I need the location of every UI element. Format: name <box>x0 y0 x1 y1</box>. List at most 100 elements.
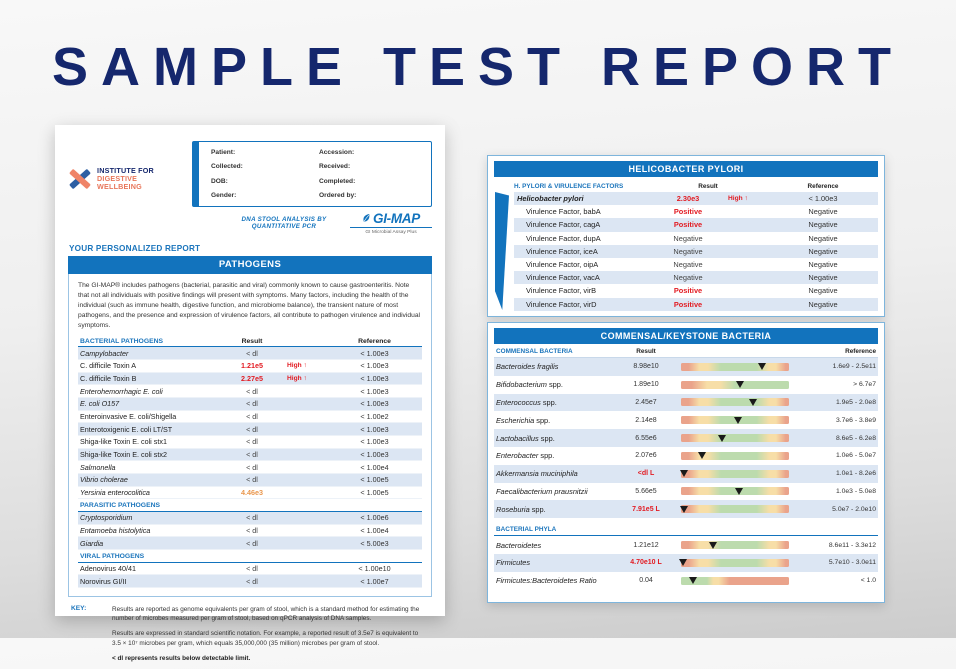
organism-genus: Enterococcus <box>496 397 541 407</box>
organism-suffix: spp. <box>540 397 557 407</box>
gimap-leaf-icon <box>363 214 370 222</box>
range-marker-icon <box>749 398 758 406</box>
pathogen-row: Enteroinvasive E. coli/Shigella < dl < 1.0… <box>78 411 422 424</box>
range-bar-wrap <box>674 541 796 550</box>
reference-value: Negative <box>808 220 838 230</box>
organism-name: Shiga-like Toxin E. coli stx1 <box>80 437 167 447</box>
range-bar-wrap <box>674 469 796 478</box>
commensal-rows: Bacteroides fragilis 8.98e10 1.6e9 - 2.5e1… <box>494 358 878 519</box>
range-bar-wrap <box>674 487 796 496</box>
patient-fields-left: Patient: Collected: DOB: Gender: <box>211 149 311 199</box>
result-value: Positive <box>673 207 703 217</box>
commensal-row: Bifidobacterium spp. 1.89e10 > 6.7e7 <box>494 376 878 394</box>
organism-genus: Bifidobacterium <box>496 380 547 390</box>
organism-genus: Bacteroidetes <box>496 540 542 550</box>
commensal-row: Faecalibacterium prausnitzii 5.66e5 1.0e3 … <box>494 483 878 501</box>
result-value: < dl <box>246 475 258 485</box>
patient-field-label: Ordered by: <box>319 191 357 199</box>
reference-value: < 1.0 <box>860 577 876 585</box>
result-value: < dl <box>246 386 258 396</box>
hpylori-row: Virulence Factor, vacA Negative Negative <box>514 271 878 285</box>
reference-value: < 1.00e3 <box>360 424 389 434</box>
result-column-header: Result <box>698 183 718 190</box>
result-value: Negative <box>673 273 703 283</box>
organism-name: Campylobacter <box>80 348 129 358</box>
organism-name: Enterotoxigenic E. coli LT/ST <box>80 424 173 434</box>
commensal-row: Bacteroidetes 1.21e12 8.6e11 - 3.3e12 <box>494 536 878 554</box>
pathogen-row: Norovirus GI/II < dl < 1.00e7 <box>78 575 422 588</box>
result-value: < dl <box>246 399 258 409</box>
result-value: <dl L <box>637 470 655 478</box>
range-bar <box>681 380 789 389</box>
reference-value: < 1.00e10 <box>358 563 391 573</box>
organism-name: E. coli O157 <box>80 399 120 409</box>
organism-name: Akkermansia muciniphila <box>496 469 618 478</box>
reference-value: < 1.00e3 <box>360 437 389 447</box>
pathogen-row: C. difficile Toxin B 2.27e5 High ↑ < 1.00e3 <box>78 372 422 386</box>
pathogen-row: Cryptosporidium < dl < 1.00e6 <box>78 511 422 525</box>
result-value: 2.14e8 <box>635 416 657 424</box>
range-marker-icon <box>736 381 745 389</box>
range-marker-icon <box>734 416 743 424</box>
hpylori-row: Virulence Factor, babA Positive Negative <box>514 205 878 218</box>
result-value: Negative <box>673 246 703 256</box>
organism-name: Virulence Factor, vacA <box>526 273 600 283</box>
result-value: 8.98e10 <box>633 363 659 371</box>
hpylori-table-header: H. PYLORI & VIRULENCE FACTORS Result Ref… <box>514 179 878 192</box>
result-column-header: Result <box>241 337 263 345</box>
range-bar-wrap <box>674 451 796 460</box>
result-value: < dl <box>246 437 258 447</box>
commensal-row: Lactobacillus spp. 6.55e6 8.6e5 - 6.2e8 <box>494 429 878 447</box>
organism-genus: Faecalibacterium prausnitzii <box>496 486 588 496</box>
range-bar <box>681 362 789 371</box>
commensal-table-header: COMMENSAL BACTERIA Result Reference <box>494 344 878 358</box>
commensal-row: Firmicutes 4.70e10 L 5.7e10 - 3.0e11 <box>494 553 878 572</box>
pathogen-row: Enterotoxigenic E. coli LT/ST < dl < 1.00e… <box>78 423 422 437</box>
commensal-panel: COMMENSAL/KEYSTONE BACTERIA COMMENSAL BA… <box>487 322 885 603</box>
range-bar-wrap <box>674 362 796 371</box>
range-marker-icon <box>680 505 689 513</box>
reference-column-header: Reference <box>358 337 391 345</box>
pathogen-group-label: VIRAL PATHOGENS <box>80 553 145 561</box>
reference-value: < 1.00e6 <box>360 513 389 523</box>
assay-row: DNA STOOL ANALYSIS BY QUANTITATIVE PCR G… <box>68 211 432 235</box>
result-value: 2.30e3 <box>676 194 700 204</box>
hpylori-row: Virulence Factor, iceA Negative Negative <box>514 244 878 258</box>
organism-name: Escherichia spp. <box>496 416 618 425</box>
hpylori-row: Virulence Factor, dupA Negative Negative <box>514 232 878 245</box>
organism-name: Yersinia enterocolitica <box>80 488 150 498</box>
organism-genus: Lactobacillus <box>496 433 539 443</box>
commensal-row: Firmicutes:Bacteroidetes Ratio 0.04 < 1.0 <box>494 572 878 590</box>
institute-logo: INSTITUTE FOR DIGESTIVE WELLBEING <box>68 139 184 207</box>
institute-cross-icon <box>68 167 92 191</box>
result-value: 2.27e5 <box>241 373 263 383</box>
result-value: 1.89e10 <box>633 381 659 389</box>
organism-genus: Enterobacter <box>496 451 539 461</box>
range-bar <box>681 487 789 496</box>
reference-value: 1.0e1 - 8.2e6 <box>835 470 876 478</box>
hpylori-column-label: H. PYLORI & VIRULENCE FACTORS <box>514 183 624 190</box>
organism-name: Lactobacillus spp. <box>496 434 618 443</box>
key-paragraphs: Results are reported as genome equivalen… <box>112 605 432 669</box>
range-bar-wrap <box>674 398 796 407</box>
organism-name: Enterococcus spp. <box>496 398 618 407</box>
range-bar <box>680 505 789 514</box>
patient-info-box: Patient: Collected: DOB: Gender: Accession:… <box>192 141 432 207</box>
result-value: 1.21e5 <box>241 361 263 371</box>
range-marker-icon <box>718 434 727 442</box>
pathogens-content-box: The GI-MAP® includes pathogens (bacteria… <box>68 273 432 597</box>
pathogen-group-header: BACTERIAL PATHOGENS Result Reference <box>78 335 422 348</box>
hpylori-row: Virulence Factor, cagA Positive Negative <box>514 218 878 232</box>
reference-value: 3.7e6 - 3.8e9 <box>835 416 876 424</box>
reference-value: < 1.00e3 <box>360 348 389 358</box>
gimap-logo: GI-MAP GI Microbial Assay Plus <box>350 211 432 235</box>
report-header: INSTITUTE FOR DIGESTIVE WELLBEING Patien… <box>68 139 432 207</box>
result-value: Positive <box>673 299 703 309</box>
result-value: 5.66e5 <box>635 487 657 495</box>
result-value: Positive <box>673 286 703 296</box>
result-value: 2.45e7 <box>635 398 657 406</box>
reference-value: < 1.00e2 <box>360 412 389 422</box>
reference-value: Negative <box>808 299 838 309</box>
pathogen-row: Adenovirus 40/41 < dl < 1.00e10 <box>78 563 422 576</box>
range-bar <box>679 558 789 567</box>
